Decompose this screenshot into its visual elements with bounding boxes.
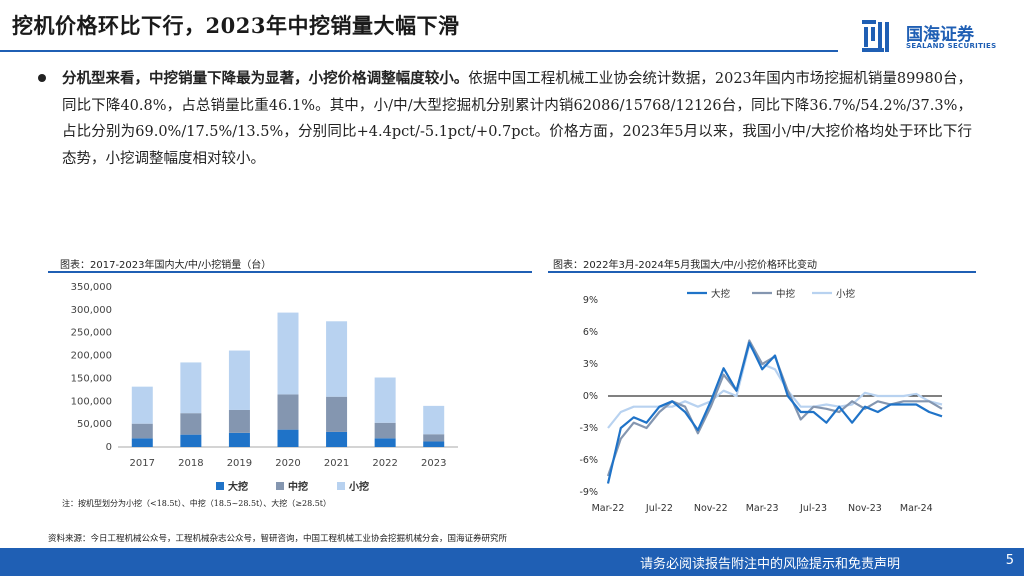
bold-lead: 分机型来看，中挖销量下降最为显著，小挖价格调整幅度较小。 <box>62 71 469 87</box>
bar-segment <box>131 386 153 424</box>
bar-segment <box>423 434 445 442</box>
legend-label: 小挖 <box>836 288 856 300</box>
logo-text-cn: 国海证券 <box>906 25 974 45</box>
y-tick-label: 6% <box>583 327 598 338</box>
legend-label: 小挖 <box>348 480 369 493</box>
bar-segment <box>374 422 396 439</box>
company-logo: 国海证券 SEALAND SECURITIES <box>862 18 1012 56</box>
legend-swatch <box>337 482 345 490</box>
y-tick-label: 200,000 <box>71 351 112 362</box>
x-tick-label: Mar-22 <box>592 503 625 514</box>
line-chart: 9% 6% 3% 0% -3% -6% -9% Mar-22 Jul-22 Nov-22 Mar-2… <box>580 288 943 514</box>
paragraph-text: 依据中国工程机械工业协会统计数据，2023年国内市场挖掘机销量89980台，同比… <box>62 71 973 167</box>
right-chart-caption: 图表：2022年3月-2024年5月我国大/中/小挖价格环比变动 <box>553 260 817 271</box>
bar-segment <box>131 423 153 439</box>
sealand-logo-icon <box>862 20 889 52</box>
x-tick-label: 2020 <box>275 458 300 469</box>
legend-swatch <box>276 482 284 490</box>
body-paragraph: 分机型来看，中挖销量下降最为显著，小挖价格调整幅度较小。依据中国工程机械工业协会… <box>62 66 972 172</box>
page-title: 挖机价格环比下行，2023年中挖销量大幅下滑 <box>12 13 460 38</box>
bar-segment <box>423 441 445 447</box>
bar-segment <box>277 312 299 395</box>
y-tick-label: -9% <box>580 487 599 498</box>
bar-segment <box>228 409 250 433</box>
x-tick-label: 2017 <box>130 458 155 469</box>
y-tick-label: 50,000 <box>77 419 112 430</box>
x-tick-label: Jul-23 <box>799 503 827 514</box>
y-tick-label: 9% <box>583 295 598 306</box>
x-tick-label: 2018 <box>178 458 203 469</box>
y-tick-label: 0% <box>583 391 598 402</box>
legend-label: 中挖 <box>288 480 308 493</box>
source-note: 资料来源：今日工程机械公众号，工程机械杂志公众号，智研咨询，中国工程机械工业协会… <box>48 534 508 544</box>
bar-segment <box>180 434 202 447</box>
legend-swatch <box>216 482 224 490</box>
bar-segment <box>180 413 202 435</box>
legend-label: 大挖 <box>228 480 248 493</box>
y-tick-label: 100,000 <box>71 396 112 407</box>
bar-segment <box>277 394 299 430</box>
logo-text-en: SEALAND SECURITIES <box>906 42 997 50</box>
header-rule <box>0 50 838 52</box>
y-tick-label: 3% <box>583 359 598 370</box>
disclaimer-text: 请务必阅读报告附注中的风险提示和免责声明 <box>640 557 901 572</box>
x-tick-label: 2019 <box>227 458 252 469</box>
x-tick-label: Jul-22 <box>645 503 673 514</box>
bar-segment <box>228 432 250 447</box>
bar-segment <box>326 321 348 397</box>
x-tick-label: Nov-22 <box>694 503 728 514</box>
bar-segment <box>374 377 396 423</box>
bar-segment <box>277 429 299 447</box>
bar-segment <box>423 405 445 435</box>
bar-segment <box>228 350 250 410</box>
chart-note: 注：按机型划分为小挖（<18.5t）、中挖（18.5~28.5t）、大挖（≥28… <box>62 499 332 508</box>
bar-chart: 0 50,000 100,000 150,000 200,000 250,000 300,0… <box>71 282 458 493</box>
series-line <box>607 343 943 429</box>
x-tick-label: 2022 <box>372 458 397 469</box>
left-chart-caption: 图表：2017-2023年国内大/中/小挖销量（台） <box>60 260 272 271</box>
page-number: 5 <box>1005 553 1014 568</box>
x-tick-label: Nov-23 <box>848 503 882 514</box>
bar-segment <box>326 431 348 447</box>
bar-segment <box>326 396 348 432</box>
y-tick-label: 350,000 <box>71 282 112 293</box>
y-tick-label: -6% <box>580 455 599 466</box>
bar-segment <box>374 438 396 447</box>
x-tick-label: 2023 <box>421 458 446 469</box>
x-tick-label: 2021 <box>324 458 349 469</box>
series-line <box>606 341 943 484</box>
y-tick-label: -3% <box>580 423 599 434</box>
legend-label: 中挖 <box>776 288 796 300</box>
right-caption-rule <box>548 271 976 273</box>
y-tick-label: 0 <box>106 442 112 453</box>
footer-bar: 请务必阅读报告附注中的风险提示和免责声明 5 <box>0 548 1024 576</box>
y-tick-label: 250,000 <box>71 328 112 339</box>
bullet-dot <box>38 74 46 82</box>
legend-label: 大挖 <box>711 288 731 300</box>
x-tick-label: Mar-23 <box>746 503 779 514</box>
left-caption-rule <box>48 271 532 273</box>
y-tick-label: 300,000 <box>71 305 112 316</box>
x-tick-label: Mar-24 <box>900 503 933 514</box>
y-tick-label: 150,000 <box>71 373 112 384</box>
bar-segment <box>180 362 202 414</box>
bar-segment <box>131 438 153 447</box>
